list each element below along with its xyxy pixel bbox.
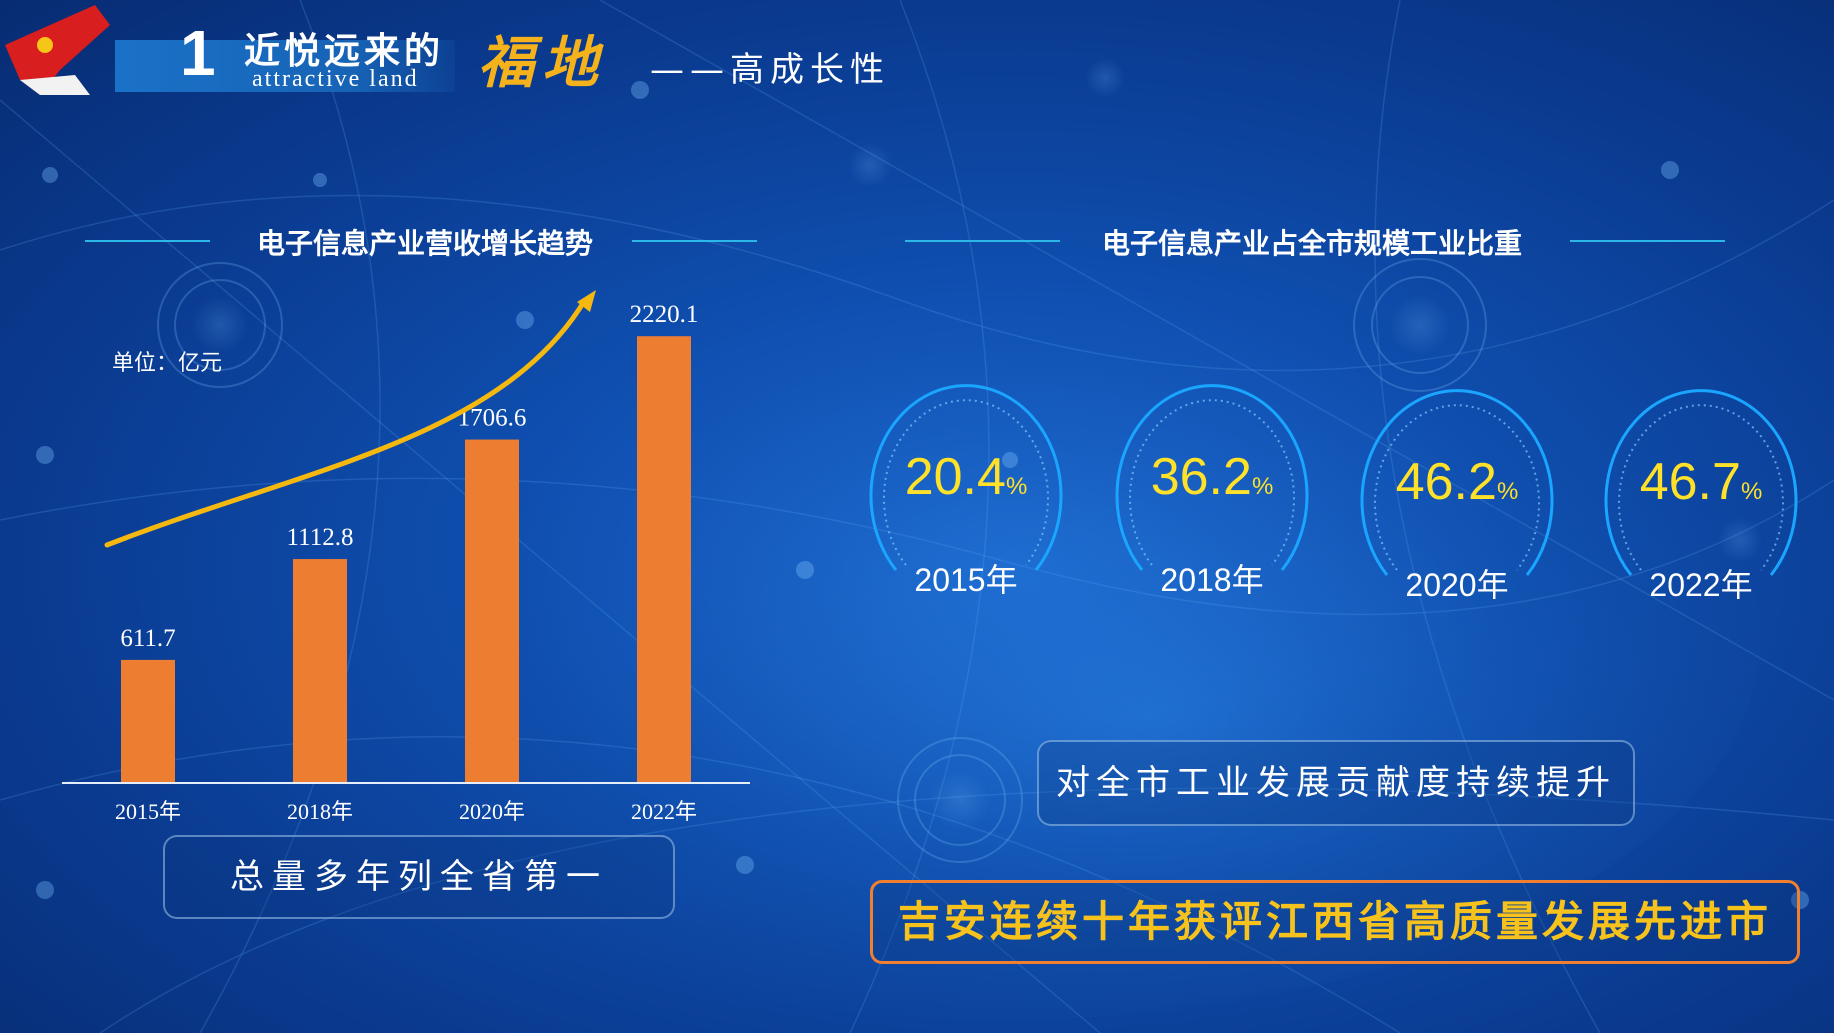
gauge-year-label: 2020年 (1405, 567, 1509, 603)
x-tick-label: 2018年 (287, 799, 353, 824)
gauge-year-label: 2018年 (1160, 562, 1264, 598)
right-panel-title: 电子信息产业占全市规模工业比重 (1101, 227, 1522, 260)
bar-2022年 (637, 336, 691, 783)
gauge-ring (869, 384, 1063, 571)
gauge-ring (1115, 384, 1309, 571)
left-title-rule-left (85, 240, 210, 242)
gauge-value: 46.7% (1639, 453, 1763, 511)
highlight-banner: 吉安连续十年获评江西省高质量发展先进市 (870, 880, 1800, 964)
bar-value-label: 611.7 (120, 625, 175, 652)
gauge-2022年: 46.7% 2022年 (1601, 360, 1801, 603)
x-tick-label: 2020年 (459, 799, 525, 824)
x-tick-label: 2015年 (115, 799, 181, 824)
gauge-year-label: 2015年 (914, 562, 1018, 598)
gauge-value: 20.4% (904, 448, 1028, 506)
gauge-year-label: 2022年 (1649, 567, 1753, 603)
party-flag-logo (5, 5, 110, 95)
left-panel-title: 电子信息产业营收增长趋势 (256, 227, 593, 260)
bar-2020年 (465, 439, 519, 783)
right-note-box: 对全市工业发展贡献度持续提升 (1037, 740, 1635, 826)
header-banner (115, 40, 455, 92)
bar-value-label: 1112.8 (287, 524, 354, 551)
chart-unit-label: 单位：亿元 (112, 351, 223, 376)
right-title-rule-right (1570, 240, 1725, 242)
gauge-2018年: 36.2% 2018年 (1112, 355, 1312, 598)
gauge-2015年: 20.4% 2015年 (866, 355, 1066, 598)
x-tick-label: 2022年 (631, 799, 697, 824)
bar-2015年 (121, 659, 175, 783)
right-title-rule-left (905, 240, 1060, 242)
gauge-value: 46.2% (1395, 453, 1519, 511)
gauge-2020年: 46.2% 2020年 (1357, 360, 1557, 603)
trend-arrow (104, 297, 588, 548)
bar-2018年 (293, 559, 347, 783)
section-highlight: 福地 (478, 30, 606, 96)
gauge-ring (1604, 389, 1798, 576)
section-title-english: attractive land (252, 66, 419, 92)
section-subtitle: ——高成长性 (650, 50, 890, 90)
left-note-box: 总量多年列全省第一 (163, 835, 675, 919)
bar-value-label: 2220.1 (630, 301, 699, 328)
gauge-value: 36.2% (1150, 448, 1274, 506)
left-title-rule-right (632, 240, 757, 242)
gauge-ring (1360, 389, 1554, 576)
section-title: 近悦远来的 (244, 30, 445, 72)
trend-arrow-head (577, 290, 596, 312)
section-number: 1 (180, 17, 216, 89)
